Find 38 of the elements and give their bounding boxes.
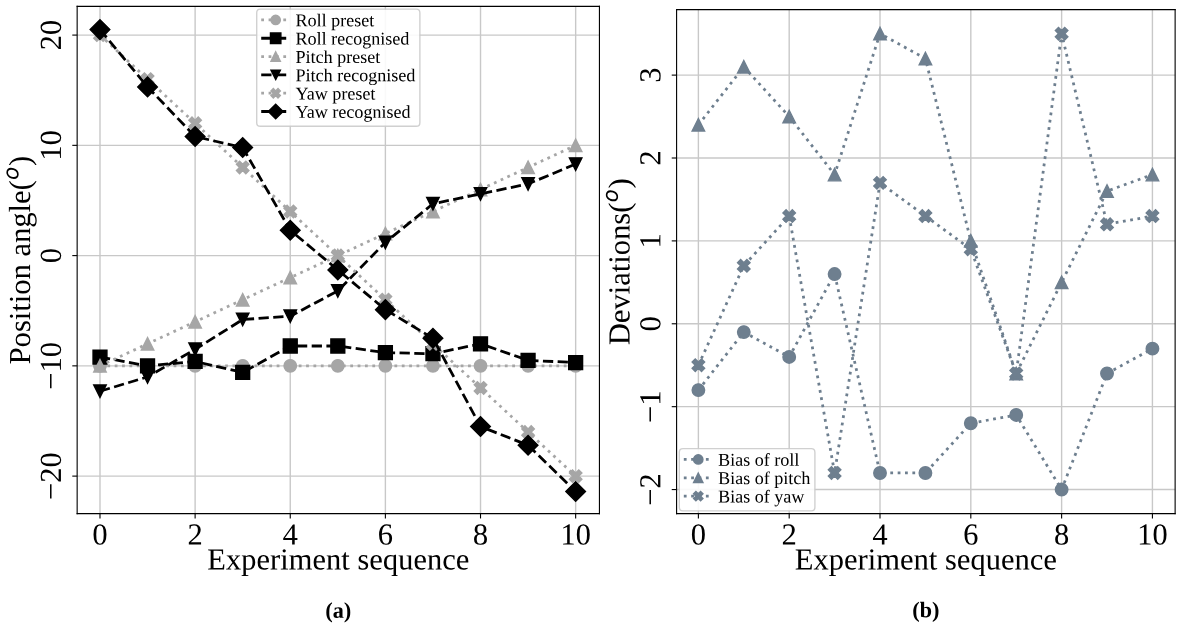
y-axis-title: Deviations($^{o}$) <box>605 179 637 345</box>
legend-label: Bias of roll <box>718 453 799 466</box>
x-tick-label: 2 <box>188 524 202 545</box>
x-tick-label: 8 <box>474 524 487 545</box>
y-tick-label: 20 <box>40 20 62 50</box>
y-tick-label: 0 <box>40 249 62 263</box>
text: (a) <box>326 602 351 623</box>
y-tick-label: 1 <box>640 235 661 246</box>
x-tick-label: 6 <box>964 524 978 545</box>
y-axis-title: Position angle($^{o}$) <box>6 157 37 364</box>
x-tick-label: 6 <box>379 524 393 545</box>
y-tick-label: 0 <box>640 317 661 331</box>
legend-label: Pitch recognised <box>296 68 416 86</box>
legend-label: Yaw recognised <box>295 105 411 122</box>
legend-label: Roll preset <box>296 13 375 31</box>
x-tick-label: 4 <box>872 524 888 545</box>
x-axis-title: Experiment sequence <box>795 549 1056 576</box>
x-tick-label: 8 <box>1055 524 1069 545</box>
legend-label: Pitch preset <box>296 50 381 67</box>
x-tick-label: 4 <box>283 524 298 545</box>
x-tick-label: 2 <box>782 524 796 545</box>
x-tick-label: 10 <box>563 524 590 545</box>
y-tick-label: −2 <box>640 474 661 505</box>
y-tick-label: −1 <box>640 392 661 422</box>
x-tick-label: 10 <box>1139 524 1167 545</box>
y-tick-label: 2 <box>640 152 661 165</box>
y-tick-label: 3 <box>640 68 661 82</box>
legend-label: Bias of pitch <box>718 471 811 488</box>
legend-label: Bias of yaw <box>718 489 805 507</box>
legend-label: Roll recognised <box>296 32 410 49</box>
y-tick-label: −10 <box>40 343 62 389</box>
y-tick-label: 10 <box>40 131 62 158</box>
text: (b) <box>913 601 939 622</box>
x-tick-label: 0 <box>93 524 107 545</box>
x-axis-title: Experiment sequence <box>208 549 469 576</box>
x-tick-label: 0 <box>691 524 705 545</box>
legend-label: Yaw preset <box>295 87 376 104</box>
y-tick-label: −20 <box>40 453 62 499</box>
